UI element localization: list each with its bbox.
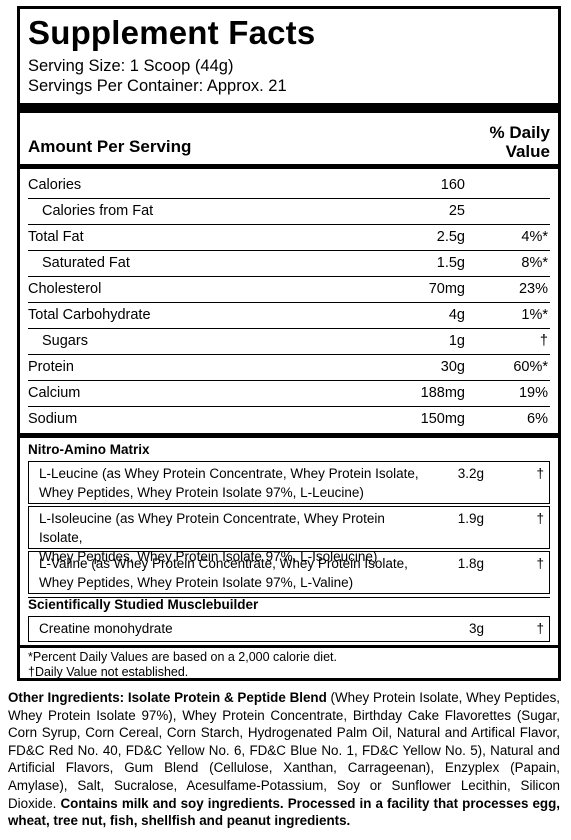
nutrient-row: Cholesterol 70mg 23%	[28, 281, 548, 297]
nutrient-row: Sodium 150mg 6%	[28, 411, 548, 427]
thick-divider	[20, 164, 558, 169]
row-divider	[28, 354, 550, 355]
ingredient-box: L-Valine (as Whey Protein Concentrate, W…	[28, 551, 550, 594]
row-divider	[28, 224, 550, 225]
musclebuilder-title: Scientifically Studied Musclebuilder	[28, 597, 259, 612]
row-divider	[28, 406, 550, 407]
ingredient-box: L-Leucine (as Whey Protein Concentrate, …	[28, 461, 550, 504]
other-ingredients-body: (Whey Protein Isolate, Whey Peptides, Wh…	[8, 690, 561, 811]
serving-size: Serving Size: 1 Scoop (44g)	[28, 57, 234, 75]
row-divider	[28, 198, 550, 199]
nutrient-row: Total Carbohydrate 4g 1%*	[28, 307, 548, 323]
thick-divider	[20, 103, 558, 113]
daily-value-header: % Daily Value	[489, 123, 550, 161]
row-divider	[28, 597, 550, 598]
row-divider	[28, 250, 550, 251]
nutrient-row: Total Fat 2.5g 4%*	[28, 229, 548, 245]
amount-per-serving-header: Amount Per Serving	[28, 137, 192, 156]
nutrient-row: Calories from Fat 25	[42, 203, 465, 219]
allergen-warning: Contains milk and soy ingredients. Proce…	[8, 795, 560, 829]
nutrient-row: Calcium 188mg 19%	[28, 385, 548, 401]
nutrient-row: Protein 30g 60%*	[28, 359, 548, 375]
footnote-dagger: †Daily Value not established.	[28, 665, 189, 679]
row-divider	[28, 328, 550, 329]
footnote-percent: *Percent Daily Values are based on a 2,0…	[28, 650, 337, 664]
row-divider	[28, 380, 550, 381]
thick-divider	[20, 433, 558, 438]
nutrient-row: Sugars 1g †	[42, 333, 548, 349]
servings-per-container: Servings Per Container: Approx. 21	[28, 77, 287, 95]
ingredient-box: Creatine monohydrate 3g †	[28, 616, 550, 642]
nutrient-row: Saturated Fat 1.5g 8%*	[42, 255, 548, 271]
matrix-title: Nitro-Amino Matrix	[28, 442, 150, 457]
panel-title: Supplement Facts	[28, 14, 316, 51]
thick-divider	[20, 645, 558, 648]
supplement-facts-panel: Supplement Facts Serving Size: 1 Scoop (…	[17, 6, 561, 681]
row-divider	[28, 276, 550, 277]
row-divider	[28, 302, 550, 303]
ingredient-box: L-Isoleucine (as Whey Protein Concentrat…	[28, 506, 550, 564]
nutrient-row: Calories 160	[28, 177, 465, 193]
other-ingredients-label: Other Ingredients: Isolate Protein & Pep…	[8, 690, 327, 705]
other-ingredients: Other Ingredients: Isolate Protein & Pep…	[8, 689, 560, 830]
